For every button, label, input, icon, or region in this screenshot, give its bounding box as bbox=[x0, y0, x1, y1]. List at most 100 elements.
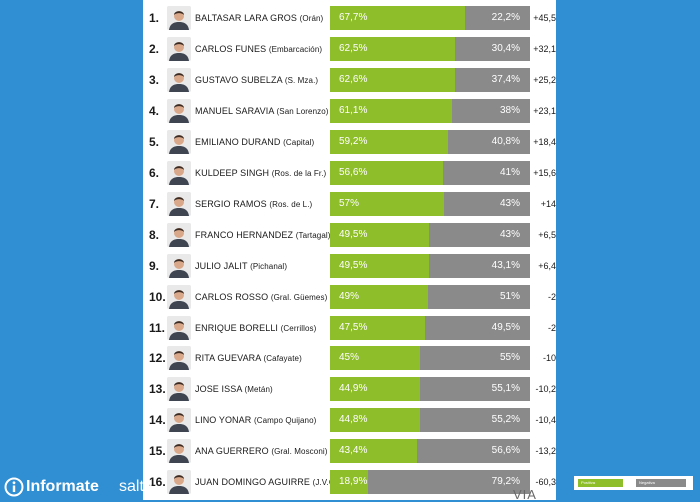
ranking-row: 16. JUAN DOMINGO AGUIRRE (J.V.G.) 18,9% 79,… bbox=[143, 467, 556, 498]
person-name: CARLOS ROSSO (Gral. Güemes) bbox=[195, 282, 327, 313]
name-text: ENRIQUE BORELLI bbox=[195, 322, 279, 333]
negative-label: 56,6% bbox=[491, 445, 520, 457]
name-text: JOSE ISSA bbox=[195, 384, 242, 395]
rank-number: 11. bbox=[149, 320, 166, 335]
name-text: ANA GUERRERO bbox=[195, 446, 269, 457]
person-name: KULDEEP SINGH (Ros. de la Fr.) bbox=[195, 158, 326, 189]
positive-label: 62,6% bbox=[339, 73, 368, 85]
rank-number: 15. bbox=[149, 444, 166, 459]
rank-number: 7. bbox=[149, 196, 160, 211]
person-name: SERGIO RAMOS (Ros. de L.) bbox=[195, 189, 312, 220]
negative-label: 79,2% bbox=[491, 476, 520, 488]
stacked-bar: 44,8% 55,2% bbox=[330, 408, 530, 433]
place-text: (Cafayate) bbox=[263, 354, 302, 364]
place-text: (Capital) bbox=[283, 137, 315, 147]
person-name: ANA GUERRERO (Gral. Mosconi) bbox=[195, 436, 328, 467]
place-text: (Gral. Güemes) bbox=[270, 292, 328, 302]
negative-segment bbox=[368, 470, 530, 495]
person-name: GUSTAVO SUBELZA (S. Mza.) bbox=[195, 65, 318, 96]
stacked-bar: 59,2% 40,8% bbox=[330, 129, 530, 154]
positive-segment bbox=[330, 191, 444, 216]
ranking-row: 12. RITA GUEVARA (Cafayate) 45% 55% -10 bbox=[143, 343, 556, 374]
positive-label: 47,5% bbox=[339, 321, 368, 333]
stacked-bar: 61,1% 38% bbox=[330, 98, 530, 123]
negative-label: 55% bbox=[499, 352, 520, 364]
negative-segment bbox=[429, 253, 530, 278]
negative-label: 55,1% bbox=[491, 383, 520, 395]
positive-label: 61,1% bbox=[339, 104, 368, 116]
ranking-row: 7. SERGIO RAMOS (Ros. de L.) 57% 43% +14 bbox=[143, 189, 556, 220]
place-text: (S. Mza.) bbox=[284, 75, 319, 85]
positive-segment bbox=[330, 408, 420, 433]
rank-number: 2. bbox=[149, 41, 160, 56]
positive-segment bbox=[330, 346, 420, 371]
negative-label: 55,2% bbox=[491, 414, 520, 426]
rank-number: 10. bbox=[149, 289, 166, 304]
ranking-row: 15. ANA GUERRERO (Gral. Mosconi) 43,4% 56,6… bbox=[143, 436, 556, 467]
portrait-icon bbox=[167, 470, 191, 495]
positive-label: 45% bbox=[339, 352, 360, 364]
negative-segment bbox=[429, 222, 530, 247]
negative-label: 30,4% bbox=[491, 42, 520, 54]
stacked-bar: 56,6% 41% bbox=[330, 160, 530, 185]
name-text: KULDEEP SINGH bbox=[195, 167, 270, 178]
positive-segment bbox=[330, 160, 443, 185]
person-name: JOSE ISSA (Metán) bbox=[195, 374, 273, 405]
difference-value: -10,4 bbox=[535, 415, 556, 426]
positive-label: 56,6% bbox=[339, 166, 368, 178]
person-name: LINO YONAR (Campo Quijano) bbox=[195, 405, 316, 436]
negative-segment bbox=[425, 315, 530, 340]
negative-label: 37,4% bbox=[491, 73, 520, 85]
difference-value: +18,4 bbox=[533, 136, 556, 147]
positive-segment bbox=[330, 377, 420, 402]
ranking-row: 8. FRANCO HERNANDEZ (Tartagal) 49,5% 43% +6,… bbox=[143, 220, 556, 251]
place-text: (Gral. Mosconi) bbox=[271, 447, 328, 457]
rank-number: 13. bbox=[149, 382, 166, 397]
place-text: (Ros. de la Fr.) bbox=[271, 168, 327, 178]
negative-segment bbox=[455, 67, 530, 92]
name-text: FRANCO HERNANDEZ bbox=[195, 229, 294, 240]
positive-label: 59,2% bbox=[339, 135, 368, 147]
negative-segment bbox=[417, 439, 530, 464]
rank-number: 12. bbox=[149, 351, 166, 366]
portrait-icon bbox=[167, 222, 191, 247]
positive-label: 49% bbox=[339, 290, 360, 302]
stacked-bar: 62,6% 37,4% bbox=[330, 67, 530, 92]
negative-label: 43% bbox=[499, 228, 520, 240]
logo-light-text: salta bbox=[119, 478, 153, 495]
portrait-icon bbox=[167, 439, 191, 464]
stacked-bar: 67,7% 22,2% bbox=[330, 6, 530, 30]
negative-label: 51% bbox=[499, 290, 520, 302]
rank-number: 3. bbox=[149, 72, 160, 87]
negative-segment bbox=[420, 408, 530, 433]
positive-segment bbox=[330, 222, 429, 247]
negative-label: 43,1% bbox=[491, 259, 520, 271]
rank-number: 4. bbox=[149, 103, 160, 118]
person-name: CARLOS FUNES (Embarcación) bbox=[195, 34, 322, 65]
name-text: GUSTAVO SUBELZA bbox=[195, 74, 283, 85]
person-name: FRANCO HERNANDEZ (Tartagal) bbox=[195, 220, 331, 251]
negative-segment bbox=[444, 191, 530, 216]
place-text: (Campo Quijano) bbox=[253, 416, 317, 426]
stacked-bar: 62,5% 30,4% bbox=[330, 36, 530, 61]
name-text: MANUEL SARAVIA bbox=[195, 105, 274, 116]
ranking-row: 2. CARLOS FUNES (Embarcación) 62,5% 30,4% +3… bbox=[143, 34, 556, 65]
difference-value: +25,2 bbox=[533, 74, 556, 85]
positive-segment bbox=[330, 253, 429, 278]
ranking-row: 4. MANUEL SARAVIA (San Lorenzo) 61,1% 38% +2… bbox=[143, 96, 556, 127]
positive-segment bbox=[330, 129, 448, 154]
place-text: (Orán) bbox=[299, 14, 324, 23]
person-name: MANUEL SARAVIA (San Lorenzo) bbox=[195, 96, 329, 127]
place-text: (Pichanal) bbox=[250, 261, 288, 271]
legend: Positiva Negativa bbox=[574, 476, 693, 490]
positive-label: 49,5% bbox=[339, 228, 368, 240]
positive-segment bbox=[330, 470, 368, 495]
stacked-bar: 49,5% 43,1% bbox=[330, 253, 530, 278]
ranking-row: 3. GUSTAVO SUBELZA (S. Mza.) 62,6% 37,4% +25… bbox=[143, 65, 556, 96]
ranking-panel: 1. BALTASAR LARA GROS (Orán) 67,7% 22,2% +45… bbox=[143, 0, 556, 500]
ranking-row: 11. ENRIQUE BORELLI (Cerrillos) 47,5% 49,5%… bbox=[143, 313, 556, 344]
difference-value: +6,4 bbox=[538, 260, 556, 271]
rank-number: 16. bbox=[149, 475, 166, 490]
portrait-icon bbox=[167, 377, 191, 402]
place-text: (San Lorenzo) bbox=[276, 106, 329, 116]
